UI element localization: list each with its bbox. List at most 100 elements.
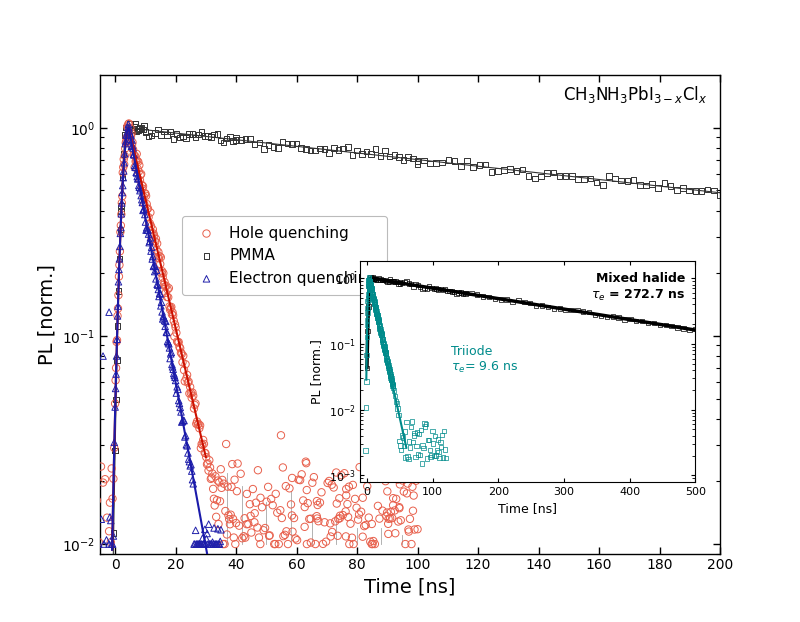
Point xyxy=(594,311,607,321)
Point xyxy=(374,328,387,338)
Point xyxy=(366,291,379,301)
Point xyxy=(402,454,414,464)
PMMA xyxy=(332,145,345,155)
Electron quenching xyxy=(117,173,130,183)
Hole quenching xyxy=(159,288,172,298)
Hole quenching xyxy=(150,245,163,255)
PMMA xyxy=(198,131,211,141)
Hole quenching xyxy=(205,474,218,484)
PMMA xyxy=(318,144,331,154)
Point xyxy=(326,480,338,490)
Hole quenching xyxy=(205,473,218,483)
Point xyxy=(381,276,394,286)
Electron quenching xyxy=(124,134,137,144)
Hole quenching xyxy=(216,475,229,485)
Hole quenching xyxy=(344,519,357,529)
Hole quenching xyxy=(408,524,421,534)
Point xyxy=(374,459,387,469)
Electron quenching xyxy=(133,182,146,192)
Point xyxy=(448,287,461,297)
Hole quenching xyxy=(288,513,301,523)
Point xyxy=(367,295,380,305)
Point xyxy=(382,441,394,451)
Point xyxy=(393,503,406,513)
PMMA xyxy=(578,174,590,184)
Hole quenching xyxy=(215,483,228,493)
Point xyxy=(371,315,384,325)
Hole quenching xyxy=(186,393,198,403)
Hole quenching xyxy=(339,531,352,541)
Point xyxy=(404,442,417,452)
Point xyxy=(371,275,384,285)
Point xyxy=(300,485,313,495)
Hole quenching xyxy=(277,531,290,541)
Electron quenching xyxy=(184,461,197,471)
Point xyxy=(654,320,666,330)
Point xyxy=(384,274,397,284)
Point xyxy=(429,431,442,441)
Hole quenching xyxy=(196,440,209,450)
Electron quenching xyxy=(102,539,115,549)
PMMA xyxy=(154,130,167,140)
Hole quenching xyxy=(332,514,345,524)
Electron quenching xyxy=(145,246,158,256)
Hole quenching xyxy=(203,455,216,465)
Point xyxy=(343,539,356,549)
Hole quenching xyxy=(317,539,330,549)
Point xyxy=(371,313,384,323)
Electron quenching xyxy=(198,539,210,549)
Point xyxy=(359,402,372,412)
PMMA xyxy=(244,134,257,144)
Electron quenching xyxy=(150,265,163,275)
Electron quenching xyxy=(126,135,138,145)
Hole quenching xyxy=(134,169,147,179)
Point xyxy=(363,276,376,286)
Point xyxy=(577,307,590,317)
Point xyxy=(385,374,398,384)
Point xyxy=(624,314,637,324)
Point xyxy=(379,348,392,358)
Hole quenching xyxy=(341,499,354,509)
PMMA xyxy=(230,135,242,145)
Hole quenching xyxy=(178,376,191,386)
Point xyxy=(386,381,399,391)
X-axis label: Time [ns]: Time [ns] xyxy=(364,578,456,597)
Electron quenching xyxy=(189,539,202,549)
Electron quenching xyxy=(158,315,171,325)
Electron quenching xyxy=(87,511,100,521)
Point xyxy=(379,276,392,286)
PMMA xyxy=(158,126,170,136)
Text: Mixed halide
$\tau_e$ = 272.7 ns: Mixed halide $\tau_e$ = 272.7 ns xyxy=(591,272,685,303)
Point xyxy=(380,355,393,365)
Point xyxy=(369,304,382,314)
Hole quenching xyxy=(354,462,366,472)
Electron quenching xyxy=(121,127,134,137)
Point xyxy=(373,273,386,283)
PMMA xyxy=(109,445,122,455)
Point xyxy=(382,361,394,371)
Electron quenching xyxy=(105,516,118,526)
Electron quenching xyxy=(210,539,222,549)
Point xyxy=(230,486,243,496)
Point xyxy=(382,365,395,375)
Point xyxy=(386,377,398,387)
Point xyxy=(411,428,424,438)
Point xyxy=(647,318,660,328)
Electron quenching xyxy=(114,228,126,238)
Point xyxy=(438,284,451,294)
Hole quenching xyxy=(238,531,250,541)
Point xyxy=(378,343,391,353)
Point xyxy=(371,315,384,325)
Point xyxy=(364,277,377,287)
PMMA xyxy=(646,179,658,189)
Hole quenching xyxy=(170,328,182,338)
Point xyxy=(248,508,261,518)
Point xyxy=(380,349,393,359)
PMMA xyxy=(461,156,474,165)
Point xyxy=(279,481,292,491)
Hole quenching xyxy=(123,136,136,146)
Point xyxy=(388,386,401,396)
Point xyxy=(379,348,392,358)
Hole quenching xyxy=(138,192,150,202)
Point xyxy=(416,440,429,450)
